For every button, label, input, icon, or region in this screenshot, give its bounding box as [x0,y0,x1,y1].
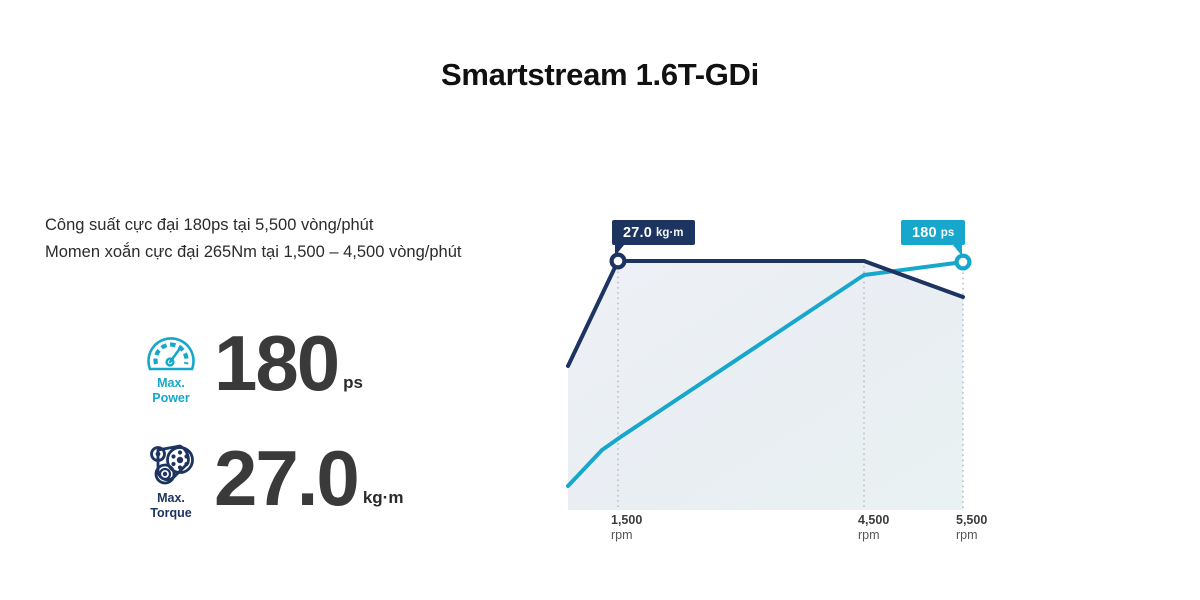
spec-value-power: 180 [214,319,340,407]
torque-badge-unit: kg·m [656,226,684,239]
chart-area-fill [568,261,963,510]
description-line-power: Công suất cực đại 180ps tại 5,500 vòng/p… [45,216,374,234]
power-badge-value: 180 [912,224,937,241]
spec-max-power: Max. Power 180 ps [140,319,363,407]
pulley-belt-icon [144,441,198,489]
torque-peak-marker [609,252,627,270]
spec-icon-group-torque: Max. Torque [140,441,202,521]
spec-value-group-power: 180 ps [214,319,363,407]
spec-icon-group-power: Max. Power [140,326,202,406]
torque-peak-badge: 27.0 kg·m [612,220,695,256]
x-tick-5500: 5,500 rpm [956,513,987,543]
torque-curve [566,259,965,368]
x-tick-1500-value: 1,500 [611,513,643,527]
x-tick-5500-value: 5,500 [956,513,988,527]
engine-description: Công suất cực đại 180ps tại 5,500 vòng/p… [45,212,515,266]
gauge-icon [144,326,198,374]
power-badge-unit: ps [940,226,955,239]
spec-max-torque: Max. Torque 27.0 kg·m [140,434,404,522]
spec-label-power: Max. Power [152,376,190,405]
x-tick-4500-value: 4,500 [858,513,890,527]
x-tick-4500-unit: rpm [858,528,880,542]
spec-unit-power: ps [343,373,363,392]
x-tick-5500-unit: rpm [956,528,978,542]
power-peak-badge: 180 ps [901,220,966,256]
power-curve [566,260,965,488]
page-title: Smartstream 1.6T-GDi [441,57,759,92]
x-tick-1500-unit: rpm [611,528,633,542]
x-tick-4500: 4,500 rpm [858,513,889,543]
spec-unit-torque: kg·m [362,488,404,507]
description-line-torque: Momen xoắn cực đại 265Nm tại 1,500 – 4,5… [45,243,462,261]
torque-badge-value: 27.0 [623,224,653,241]
chart-canvas [566,252,972,510]
spec-value-group-torque: 27.0 kg·m [214,434,404,522]
spec-value-torque: 27.0 [214,434,360,522]
x-tick-1500: 1,500 rpm [611,513,642,543]
spec-label-torque: Max. Torque [150,491,192,520]
power-peak-marker [954,253,972,271]
performance-chart [530,200,1040,570]
